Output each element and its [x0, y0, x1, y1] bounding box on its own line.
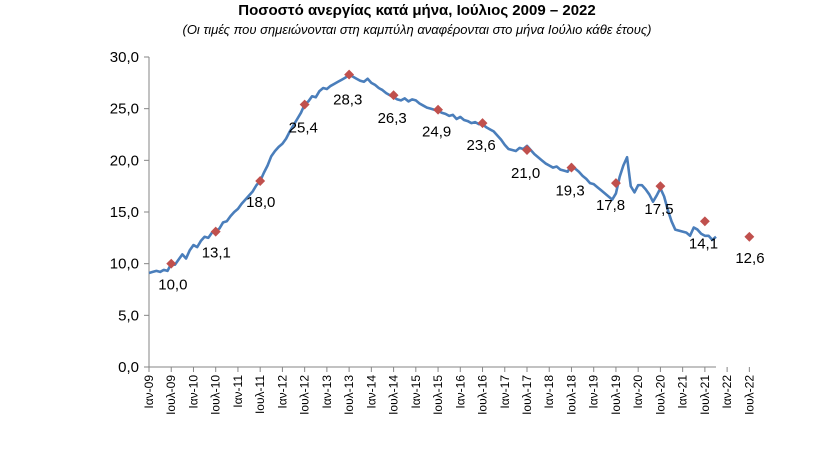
y-tick-label: 30,0	[110, 49, 139, 66]
x-tick-label: Ιαν-11	[231, 375, 245, 408]
x-tick-label: Ιαν-10	[186, 375, 200, 409]
series-layer	[148, 73, 717, 275]
x-tick-label: Ιουλ-15	[431, 375, 445, 415]
july-marker	[655, 181, 666, 192]
july-data-label: 14,1	[689, 235, 718, 252]
x-tick-label: Ιαν-12	[275, 375, 289, 409]
x-tick-label: Ιουλ-11	[253, 375, 267, 414]
x-tick-label: Ιουλ-17	[520, 375, 534, 415]
x-tick-label: Ιαν-22	[720, 375, 734, 409]
x-tick-label: Ιουλ-19	[609, 375, 623, 415]
y-tick-label: 25,0	[110, 101, 139, 118]
july-data-label: 26,3	[378, 110, 407, 127]
x-tick-label: Ιουλ-20	[653, 375, 667, 415]
july-data-label: 17,8	[596, 197, 625, 214]
july-data-label: 12,6	[735, 250, 764, 267]
july-data-label: 21,0	[511, 165, 540, 182]
x-tick-label: Ιαν-09	[142, 375, 156, 409]
july-data-label: 28,3	[333, 92, 362, 109]
chart-title: Ποσοστό ανεργίας κατά μήνα, Ιούλιος 2009…	[238, 2, 596, 19]
july-marker	[699, 216, 710, 227]
chart-subtitle: (Οι τιμές που σημειώνονται στη καμπύλη α…	[182, 22, 652, 37]
x-tick-label: Ιαν-13	[320, 375, 334, 409]
x-tick-label: Ιαν-21	[676, 375, 690, 409]
x-tick-label: Ιουλ-18	[564, 375, 578, 415]
july-marker	[522, 145, 532, 155]
y-tick-label: 20,0	[110, 152, 139, 169]
july-data-label: 13,1	[202, 245, 231, 262]
july-data-label: 10,0	[158, 277, 187, 294]
y-tick-label: 0,0	[118, 359, 139, 376]
july-marker	[166, 258, 177, 269]
july-marker	[255, 176, 266, 186]
july-marker	[566, 162, 577, 173]
x-tick-label: Ιαν-20	[631, 375, 645, 409]
x-tick-label: Ιαν-18	[542, 375, 556, 409]
x-tick-label: Ιαν-14	[364, 375, 378, 409]
x-tick-label: Ιουλ-21	[698, 375, 712, 415]
x-tick-label: Ιαν-19	[587, 375, 601, 409]
y-axis-ticks: 0,0 5,0 10,0 15,0 20,0 25,0 30,0	[110, 49, 149, 376]
x-tick-label: Ιαν-17	[498, 375, 512, 409]
x-tick-label: Ιουλ-09	[164, 375, 178, 415]
x-tick-label: Ιουλ-12	[298, 375, 312, 415]
july-data-label: 23,6	[467, 137, 496, 154]
july-marker	[744, 231, 755, 242]
x-tick-label: Ιουλ-16	[476, 375, 490, 415]
july-data-label: 17,5	[644, 201, 673, 218]
y-tick-label: 5,0	[118, 307, 139, 324]
y-tick-label: 10,0	[110, 256, 139, 273]
july-marker	[610, 178, 621, 189]
x-tick-label: Ιουλ-22	[742, 375, 756, 415]
x-tick-label: Ιουλ-13	[342, 375, 356, 415]
y-tick-label: 15,0	[110, 204, 139, 221]
july-data-labels: 10,0 13,1 18,0 25,4 28,3 26,3 24,9 23,6 21,0 19,3…	[158, 92, 764, 294]
x-tick-label: Ιαν-16	[453, 375, 467, 409]
x-axis-ticks: Ιαν-09 Ιουλ-09 Ιαν-10 Ιουλ-10 Ιαν-11 Ιουλ-11 Ι…	[142, 367, 756, 415]
july-marker	[210, 226, 221, 237]
unemployment-series-line	[148, 73, 717, 275]
x-tick-label: Ιαν-15	[409, 375, 423, 409]
july-data-label: 25,4	[289, 120, 318, 137]
july-data-label: 19,3	[555, 183, 584, 200]
july-markers	[166, 69, 755, 269]
july-data-label: 18,0	[246, 194, 275, 211]
x-tick-label: Ιουλ-10	[209, 375, 223, 415]
x-tick-label: Ιουλ-14	[387, 375, 401, 415]
july-data-label: 24,9	[422, 124, 451, 141]
